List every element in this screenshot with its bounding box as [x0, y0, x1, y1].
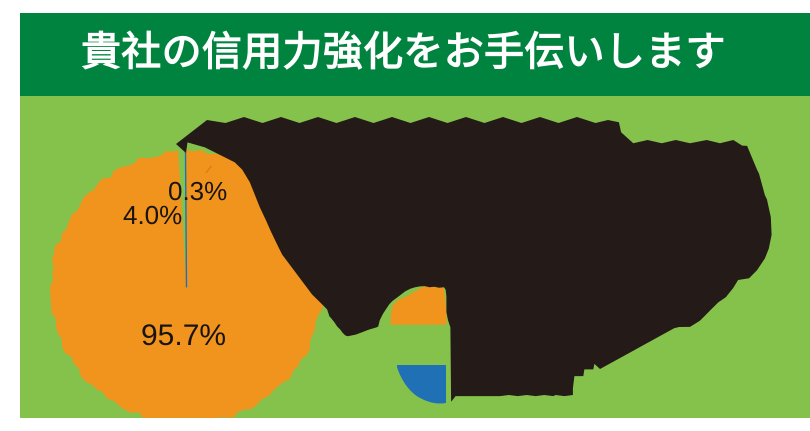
svg-text:95.7%: 95.7%	[141, 319, 226, 352]
svg-text:0.3%: 0.3%	[168, 176, 227, 206]
